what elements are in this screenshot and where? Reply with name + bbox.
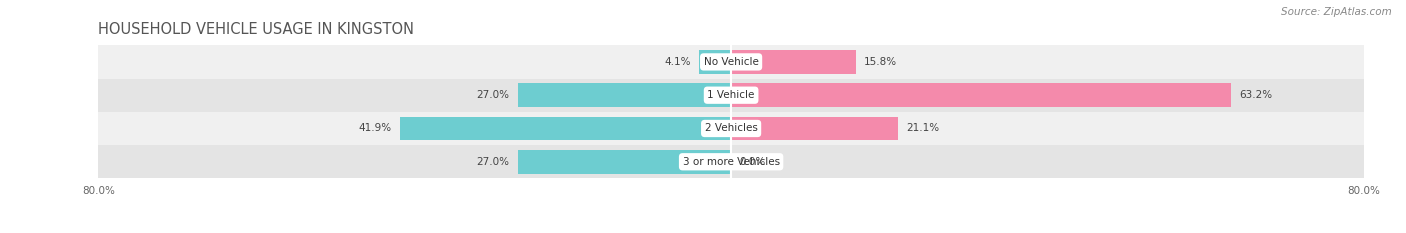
Text: 41.9%: 41.9% xyxy=(359,123,392,134)
Bar xyxy=(731,116,898,140)
Text: 27.0%: 27.0% xyxy=(477,157,509,167)
Bar xyxy=(517,150,731,174)
Bar xyxy=(98,45,1364,79)
Text: 27.0%: 27.0% xyxy=(477,90,509,100)
Text: 63.2%: 63.2% xyxy=(1239,90,1272,100)
Text: 21.1%: 21.1% xyxy=(905,123,939,134)
Text: 2 Vehicles: 2 Vehicles xyxy=(704,123,758,134)
Text: 3 or more Vehicles: 3 or more Vehicles xyxy=(682,157,780,167)
Bar xyxy=(399,116,731,140)
Bar xyxy=(699,50,731,74)
Bar xyxy=(517,83,731,107)
Bar xyxy=(98,112,1364,145)
Text: HOUSEHOLD VEHICLE USAGE IN KINGSTON: HOUSEHOLD VEHICLE USAGE IN KINGSTON xyxy=(98,22,415,37)
Bar xyxy=(98,79,1364,112)
Bar xyxy=(98,145,1364,178)
Text: 15.8%: 15.8% xyxy=(863,57,897,67)
Text: 4.1%: 4.1% xyxy=(664,57,690,67)
Text: Source: ZipAtlas.com: Source: ZipAtlas.com xyxy=(1281,7,1392,17)
Legend: Owner-occupied, Renter-occupied: Owner-occupied, Renter-occupied xyxy=(619,231,844,233)
Text: No Vehicle: No Vehicle xyxy=(703,57,759,67)
Bar xyxy=(731,83,1232,107)
Bar xyxy=(731,50,856,74)
Text: 1 Vehicle: 1 Vehicle xyxy=(707,90,755,100)
Text: 0.0%: 0.0% xyxy=(740,157,765,167)
